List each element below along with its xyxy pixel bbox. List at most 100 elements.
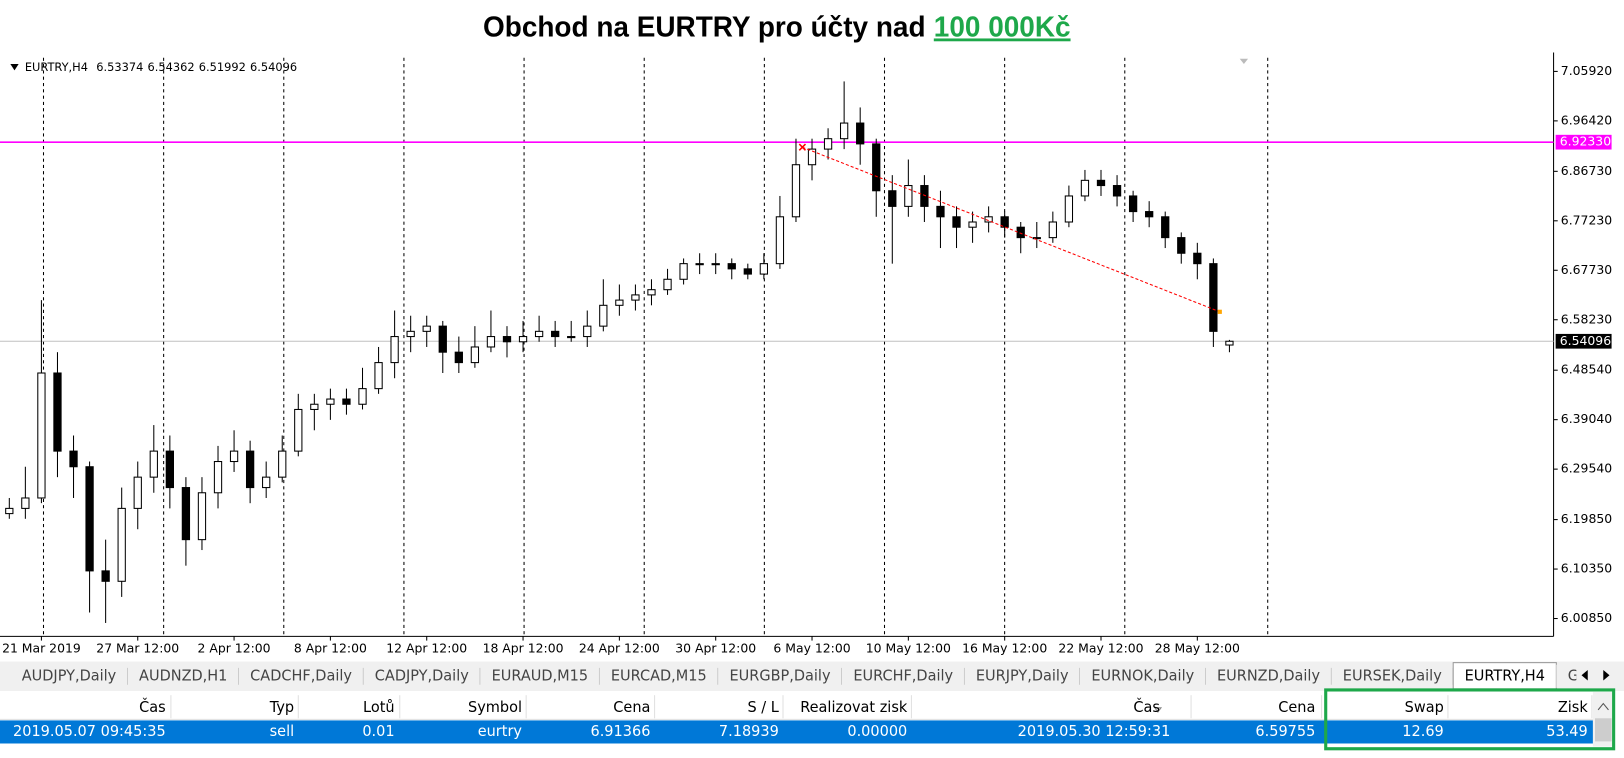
tab[interactable]	[127, 664, 239, 688]
x-tick-label: 21 Mar 2019	[2, 640, 81, 655]
candle-body	[470, 346, 480, 364]
title: Obchod na EURTRY pro účty nad 100 000Kč	[483, 12, 1071, 43]
trade-line	[802, 146, 1220, 313]
candle-body	[406, 330, 415, 338]
candle-body	[85, 466, 94, 572]
tab-label: EURNOK,Daily	[1091, 667, 1194, 684]
cell: 2019.05.07 09:45:35	[13, 723, 166, 740]
candle-body	[53, 372, 62, 452]
tab[interactable]	[964, 664, 1080, 688]
column-header: Čas	[139, 698, 166, 716]
cell: 7.18939	[719, 723, 779, 740]
column-header: S / L	[747, 699, 779, 716]
tab-active[interactable]	[1452, 662, 1557, 690]
candle-body	[1209, 263, 1218, 332]
candle-body	[358, 388, 367, 405]
candle-body	[229, 450, 239, 463]
candle-body	[807, 148, 817, 166]
cell: 0.01	[362, 723, 394, 740]
candle-body	[952, 216, 961, 228]
tab[interactable]	[599, 664, 719, 688]
candle-body	[149, 450, 158, 478]
candle-body	[1080, 179, 1090, 197]
tab[interactable]	[363, 664, 481, 688]
tab[interactable]	[480, 664, 600, 688]
tab-label: EURAUD,M15	[492, 667, 588, 684]
x-tick-label: 12 Apr 12:00	[386, 640, 467, 655]
candle-body	[1064, 195, 1074, 223]
column-header: Zisk	[1558, 699, 1588, 716]
candle-body	[422, 325, 431, 332]
x-tick-label: 27 Mar 12:00	[96, 640, 179, 655]
candle-body	[839, 122, 849, 140]
y-tick-label: 6.00850	[1561, 610, 1612, 625]
candle-body	[936, 205, 945, 218]
candle-body	[823, 138, 833, 150]
open: 6.53374	[96, 60, 143, 74]
candle-body	[968, 221, 977, 228]
candle-body	[791, 164, 801, 218]
x-tick-label: 10 May 12:00	[866, 640, 951, 655]
column-header: Čas	[1133, 698, 1160, 716]
tab[interactable]	[1331, 664, 1454, 688]
x-tick-label: 6 May 12:00	[773, 640, 850, 655]
candle-body	[213, 461, 223, 494]
tab-label: EURSEK,Daily	[1343, 667, 1442, 684]
tab[interactable]	[10, 664, 128, 688]
y-tick-label: 6.48540	[1561, 362, 1612, 377]
tab[interactable]	[841, 664, 965, 688]
candle-body	[631, 294, 640, 301]
candle-body	[872, 143, 881, 192]
tab-scroll-left[interactable]	[1581, 669, 1588, 681]
high: 6.54362	[148, 60, 195, 74]
candle-body	[647, 289, 656, 296]
tab-label: AUDNZD,H1	[139, 667, 227, 684]
candle-body	[663, 278, 672, 291]
y-tick-label: 6.96420	[1561, 112, 1612, 127]
tab[interactable]	[1205, 664, 1332, 688]
cell: 12.69	[1402, 723, 1443, 740]
candle-body	[695, 263, 704, 266]
candle-body	[37, 372, 46, 499]
candle-body	[262, 476, 271, 489]
y-tick-label: 6.29540	[1561, 461, 1612, 476]
column-header: Cena	[613, 699, 650, 716]
scrollbar-thumb[interactable]	[1595, 718, 1612, 742]
candle-body	[1032, 237, 1041, 240]
tab[interactable]	[1079, 664, 1206, 688]
candle-body	[278, 450, 287, 478]
tab[interactable]	[718, 664, 842, 688]
candle-body	[583, 325, 592, 338]
tab-label: AUDJPY,Daily	[22, 667, 117, 684]
candle-body	[245, 450, 255, 489]
close: 6.54096	[250, 60, 297, 74]
cell: eurtry	[478, 723, 523, 740]
tab-label: GBPA	[1568, 667, 1607, 684]
scroll-up[interactable]	[1597, 702, 1609, 711]
cell: sell	[270, 723, 295, 740]
price-label-box	[1555, 333, 1612, 349]
y-tick-label: 6.39040	[1561, 411, 1612, 426]
candle-body	[711, 263, 720, 266]
tab[interactable]	[238, 664, 364, 688]
candle-body	[502, 336, 512, 343]
level-label-box	[1555, 134, 1612, 150]
y-tick-label: 6.58230	[1561, 311, 1612, 326]
tab[interactable]	[1556, 664, 1618, 688]
tab-label: EURJPY,Daily	[976, 667, 1069, 684]
column-header: Realizovat zisk	[800, 699, 908, 716]
tab-label: EURNZD,Daily	[1217, 667, 1320, 684]
selected-row[interactable]	[0, 720, 1593, 744]
tab-scroll-right[interactable]	[1603, 669, 1610, 681]
x-tick-label: 16 May 12:00	[962, 640, 1047, 655]
x-tick-label: 28 May 12:00	[1155, 640, 1240, 655]
candle-body	[920, 185, 929, 207]
candle-body	[374, 362, 383, 390]
column-header: Typ	[269, 699, 294, 716]
candle-body	[294, 408, 303, 452]
tab-label: CADJPY,Daily	[375, 667, 469, 684]
title-highlight: 100 000Kč	[934, 12, 1071, 43]
